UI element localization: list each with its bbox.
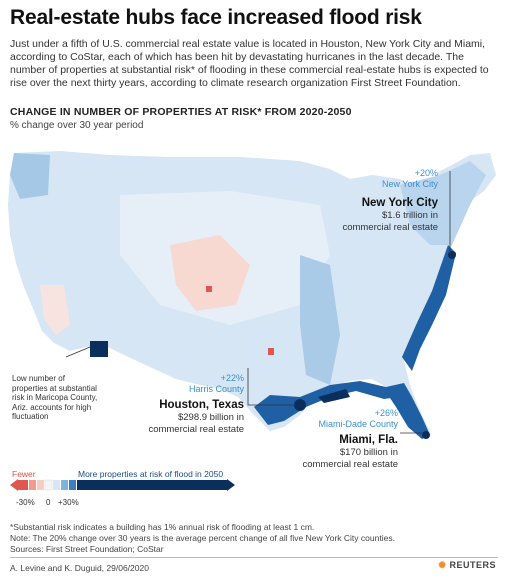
pacific-northwest <box>10 153 50 199</box>
legend-tick-neg: -30% <box>16 498 35 507</box>
legend-swatch-pos-4 <box>77 480 227 490</box>
houston-hotspot <box>294 399 306 411</box>
houston-detail-2: commercial real estate <box>148 423 244 435</box>
legend-color-bar <box>10 479 235 491</box>
credit-line: A. Levine and K. Duguid, 29/06/2020 <box>10 563 149 573</box>
east-coast-band <box>402 245 456 371</box>
reuters-logo-icon: ✺ <box>438 560 447 570</box>
legend-swatch-neg-2 <box>29 480 36 490</box>
legend-swatch-neg-1 <box>37 480 44 490</box>
red-county-kansas <box>206 286 212 292</box>
nyc-hotspot <box>448 251 456 259</box>
reuters-logo-text: REUTERS <box>449 560 496 570</box>
reuters-logo: ✺ REUTERS <box>438 560 496 571</box>
legend-swatch-pos-2 <box>61 480 68 490</box>
florida <box>386 383 430 439</box>
legend-swatch-pos-1 <box>53 480 60 490</box>
legend-swatch-pos-3 <box>69 480 76 490</box>
nyc-detail-block: New York City $1.6 trillion in commercia… <box>330 196 438 233</box>
footnote-nyc-average: Note: The 20% change over 30 years is th… <box>10 533 395 543</box>
intro-text: Just under a fifth of U.S. commercial re… <box>10 38 489 89</box>
nyc-detail-2: commercial real estate <box>342 221 438 233</box>
gulf-coast-band <box>254 381 398 425</box>
nyc-annotation: +20% New York City <box>330 168 438 190</box>
miami-annotation: +26% Miami-Dade County Miami, Fla. $170 … <box>282 408 398 470</box>
houston-area: Harris County <box>188 384 244 394</box>
miami-detail-2: commercial real estate <box>302 458 398 470</box>
miami-detail-1: $170 billion in <box>339 447 398 458</box>
legend-more-label: More properties at risk of flood in 2050 <box>78 469 224 479</box>
page-title: Real-estate hubs face increased flood ri… <box>10 6 422 29</box>
houston-leader-line <box>247 368 296 406</box>
legend-tick-pos: +30% <box>58 498 79 507</box>
footnote-substantial-risk: *Substantial risk indicates a building h… <box>10 522 315 532</box>
legend-arrow-right <box>227 479 235 491</box>
legend-swatch-neutral <box>44 479 53 491</box>
red-county-texas <box>268 348 274 355</box>
chart-subtitle: % change over 30 year period <box>10 120 144 131</box>
maricopa-county <box>90 341 108 357</box>
houston-pct: +22% <box>220 373 244 383</box>
legend-swatch-neg-3 <box>18 480 28 490</box>
louisiana-coast <box>318 389 350 403</box>
miami-hotspot <box>422 431 430 439</box>
nyc-area: New York City <box>381 179 438 189</box>
legend-fewer-label: Fewer <box>12 469 36 479</box>
miami-city: Miami, Fla. <box>339 434 398 446</box>
mississippi-basin <box>300 255 340 385</box>
footer-divider <box>10 557 498 558</box>
chart-title: CHANGE IN NUMBER OF PROPERTIES AT RISK* … <box>10 106 352 118</box>
nyc-pct: +20% <box>414 168 438 178</box>
nyc-city: New York City <box>361 197 438 209</box>
nyc-detail-1: $1.6 trillion in <box>382 210 438 221</box>
houston-annotation: +22% Harris County Houston, Texas $298.9… <box>130 373 244 435</box>
legend-arrow-left <box>10 479 18 491</box>
miami-pct: +26% <box>374 408 398 418</box>
legend-tick-zero: 0 <box>46 498 51 507</box>
sources: Sources: First Street Foundation; CoStar <box>10 544 164 554</box>
maricopa-leader-line <box>65 346 91 358</box>
northeast-region <box>400 161 486 245</box>
houston-city: Houston, Texas <box>159 399 244 411</box>
miami-area: Miami-Dade County <box>318 419 398 429</box>
plains-decrease-area <box>170 235 250 311</box>
ca-decrease-area <box>40 285 70 335</box>
houston-detail-1: $298.9 billion in <box>177 412 244 423</box>
us-flood-risk-map <box>8 151 496 439</box>
maricopa-note: Low number of properties at substantial … <box>12 374 98 421</box>
